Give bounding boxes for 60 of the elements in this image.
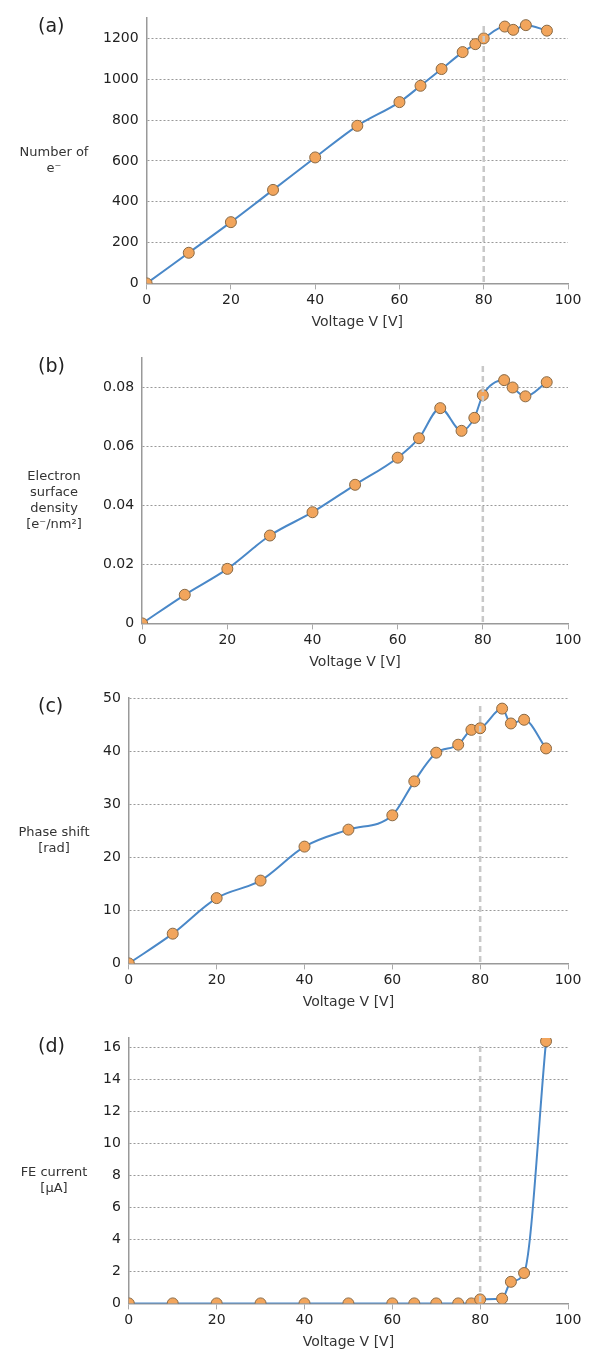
x-axis-title: Voltage V [V] xyxy=(309,653,401,670)
y-axis-title: Number of e⁻ xyxy=(18,143,90,177)
x-tick-label: 100 xyxy=(554,291,582,308)
x-tick-label: 0 xyxy=(142,291,152,308)
x-tick-label: 80 xyxy=(474,291,493,308)
x-tick-label: 80 xyxy=(473,631,492,648)
y-tick-label: 50 xyxy=(102,688,121,705)
x-tick-label: 60 xyxy=(383,971,402,988)
x-axis-title: Voltage V [V] xyxy=(311,313,404,330)
y-tick-label: 0 xyxy=(125,614,135,631)
y-tick-label: 14 xyxy=(102,1070,121,1087)
x-tick-label: 40 xyxy=(295,1311,314,1328)
chart-title: (a) xyxy=(38,14,65,36)
x-tick-label: 40 xyxy=(306,291,325,308)
y-tick-label: 4 xyxy=(111,1230,121,1247)
y-tick-label: 0 xyxy=(111,954,121,971)
x-tick-label: 20 xyxy=(218,631,237,648)
x-tick-label: 100 xyxy=(554,971,582,988)
x-tick-label: 100 xyxy=(554,1311,582,1328)
y-tick-label: 10 xyxy=(102,900,121,917)
y-tick-label: 200 xyxy=(111,233,139,250)
chart-title: (b) xyxy=(38,354,65,376)
x-tick-label: 20 xyxy=(221,291,240,308)
y-tick-label: 16 xyxy=(102,1038,121,1055)
y-tick-label: 1200 xyxy=(102,29,139,46)
x-tick-label: 40 xyxy=(295,971,314,988)
y-tick-label: 0.06 xyxy=(103,437,135,454)
y-tick-label: 0.04 xyxy=(103,496,135,513)
chart-title: (c) xyxy=(38,694,64,716)
chart-title: (d) xyxy=(38,1034,65,1056)
y-tick-label: 400 xyxy=(111,192,139,209)
y-tick-label: 2 xyxy=(111,1262,121,1279)
y-tick-label: 10 xyxy=(102,1134,121,1151)
y-axis-title: FE current [μA] xyxy=(19,1163,89,1197)
x-tick-label: 60 xyxy=(388,631,407,648)
y-tick-label: 6 xyxy=(111,1198,121,1215)
y-tick-label: 1000 xyxy=(102,69,139,86)
y-tick-label: 0 xyxy=(111,1294,121,1311)
y-tick-label: 20 xyxy=(102,847,121,864)
x-tick-label: 60 xyxy=(383,1311,402,1328)
x-axis-title: Voltage V [V] xyxy=(302,993,395,1010)
x-tick-label: 20 xyxy=(207,971,226,988)
x-tick-label: 80 xyxy=(471,971,490,988)
x-tick-label: 100 xyxy=(554,631,582,648)
x-tick-label: 40 xyxy=(303,631,322,648)
y-tick-label: 0 xyxy=(129,274,139,291)
y-tick-label: 600 xyxy=(111,151,139,168)
y-tick-label: 8 xyxy=(111,1166,121,1183)
x-tick-label: 60 xyxy=(390,291,409,308)
y-tick-label: 40 xyxy=(102,741,121,758)
x-axis-title: Voltage V [V] xyxy=(302,1333,395,1350)
y-tick-label: 0.02 xyxy=(103,555,135,572)
y-tick-label: 800 xyxy=(111,110,139,127)
y-tick-label: 30 xyxy=(102,794,121,811)
y-axis-title: Electron surface density [e⁻/nm²] xyxy=(25,467,83,533)
x-tick-label: 80 xyxy=(471,1311,490,1328)
x-tick-label: 20 xyxy=(207,1311,226,1328)
y-tick-label: 0.08 xyxy=(103,378,135,395)
y-axis-title: Phase shift [rad] xyxy=(17,823,91,857)
y-tick-label: 12 xyxy=(102,1102,121,1119)
